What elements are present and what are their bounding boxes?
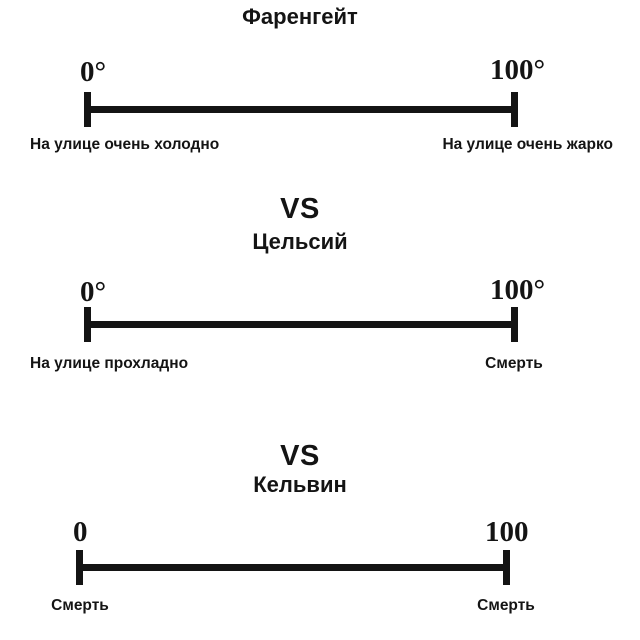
caption-right: Смерть	[477, 597, 535, 614]
caption-left: Смерть	[51, 597, 109, 614]
scale-min-label: 0	[73, 516, 88, 548]
scale-min-label: 0°	[80, 276, 107, 308]
scale-min-label: 0°	[80, 56, 107, 88]
scale-max-label: 100°	[490, 54, 546, 86]
scale-title-celsius: Цельсий	[252, 229, 348, 254]
scale-tick-right	[511, 307, 518, 342]
scale-line	[87, 106, 514, 113]
scale-line	[87, 321, 514, 328]
scale-max-label: 100	[485, 516, 529, 548]
scale-tick-right	[511, 92, 518, 127]
caption-right: Смерть	[485, 355, 543, 372]
scale-title-fahrenheit: Фаренгейт	[242, 4, 358, 29]
caption-left: На улице прохладно	[30, 355, 189, 372]
vs-divider: VS	[280, 440, 320, 472]
caption-right: На улице очень жарко	[442, 136, 613, 153]
scale-max-label: 100°	[490, 274, 546, 306]
scale-tick-right	[503, 550, 510, 585]
scale-title-kelvin: Кельвин	[253, 472, 347, 497]
caption-left: На улице очень холодно	[30, 136, 220, 153]
vs-divider: VS	[280, 193, 320, 225]
scale-line	[79, 564, 506, 571]
